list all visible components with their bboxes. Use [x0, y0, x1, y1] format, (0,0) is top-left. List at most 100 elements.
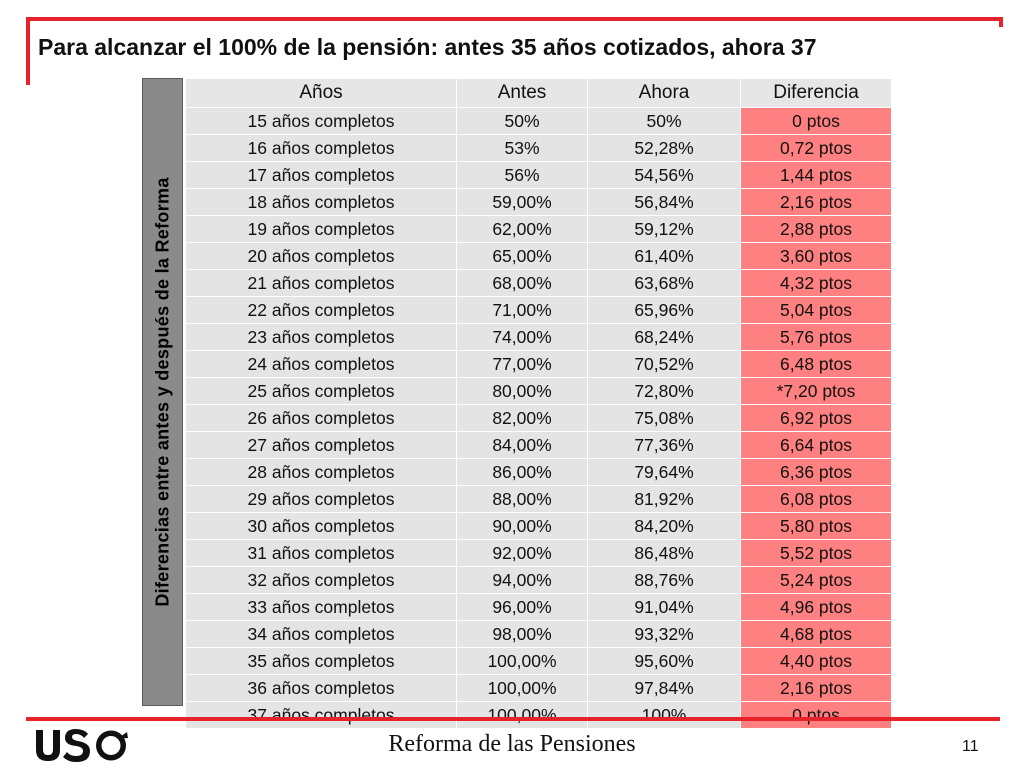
cell-ahora: 68,24%: [587, 323, 741, 351]
cell-diferencia: 0 ptos: [740, 107, 892, 135]
cell-antes: 96,00%: [456, 593, 588, 621]
cell-anos: 33 años completos: [185, 593, 457, 621]
cell-anos: 26 años completos: [185, 404, 457, 432]
cell-diferencia: 1,44 ptos: [740, 161, 892, 189]
cell-diferencia: 5,04 ptos: [740, 296, 892, 324]
top-red-line: [26, 17, 1003, 21]
table-row: 21 años completos 68,00% 63,68% 4,32 ptos: [185, 269, 892, 297]
cell-antes: 77,00%: [456, 350, 588, 378]
cell-antes: 59,00%: [456, 188, 588, 216]
cell-anos: 34 años completos: [185, 620, 457, 648]
table-row: 30 años completos 90,00% 84,20% 5,80 ptos: [185, 512, 892, 540]
cell-antes: 100,00%: [456, 674, 588, 702]
cell-diferencia: 4,32 ptos: [740, 269, 892, 297]
table-row: 18 años completos 59,00% 56,84% 2,16 ptos: [185, 188, 892, 216]
cell-anos: 27 años completos: [185, 431, 457, 459]
cell-ahora: 88,76%: [587, 566, 741, 594]
table-row: 31 años completos 92,00% 86,48% 5,52 ptos: [185, 539, 892, 567]
cell-ahora: 72,80%: [587, 377, 741, 405]
cell-ahora: 75,08%: [587, 404, 741, 432]
table-row: 36 años completos 100,00% 97,84% 2,16 ptos: [185, 674, 892, 702]
top-left-red-tick: [26, 17, 30, 85]
cell-anos: 21 años completos: [185, 269, 457, 297]
cell-anos: 24 años completos: [185, 350, 457, 378]
cell-diferencia: 5,52 ptos: [740, 539, 892, 567]
table-header-row: Años Antes Ahora Diferencia: [185, 78, 892, 108]
cell-antes: 100,00%: [456, 701, 588, 729]
table-row: 28 años completos 86,00% 79,64% 6,36 ptos: [185, 458, 892, 486]
cell-diferencia: 3,60 ptos: [740, 242, 892, 270]
cell-anos: 28 años completos: [185, 458, 457, 486]
table-row: 22 años completos 71,00% 65,96% 5,04 ptos: [185, 296, 892, 324]
cell-antes: 56%: [456, 161, 588, 189]
cell-anos: 15 años completos: [185, 107, 457, 135]
table-body: 15 años completos 50% 50% 0 ptos 16 años com…: [185, 107, 892, 729]
cell-diferencia: 0,72 ptos: [740, 134, 892, 162]
cell-diferencia: 5,24 ptos: [740, 566, 892, 594]
cell-ahora: 86,48%: [587, 539, 741, 567]
cell-anos: 35 años completos: [185, 647, 457, 675]
cell-diferencia: 2,16 ptos: [740, 674, 892, 702]
cell-anos: 31 años completos: [185, 539, 457, 567]
cell-ahora: 91,04%: [587, 593, 741, 621]
cell-antes: 88,00%: [456, 485, 588, 513]
table-row: 25 años completos 80,00% 72,80% *7,20 ptos: [185, 377, 892, 405]
cell-ahora: 59,12%: [587, 215, 741, 243]
cell-ahora: 79,64%: [587, 458, 741, 486]
cell-antes: 71,00%: [456, 296, 588, 324]
cell-antes: 50%: [456, 107, 588, 135]
cell-antes: 68,00%: [456, 269, 588, 297]
table-row: 26 años completos 82,00% 75,08% 6,92 ptos: [185, 404, 892, 432]
cell-diferencia: 6,08 ptos: [740, 485, 892, 513]
cell-antes: 65,00%: [456, 242, 588, 270]
cell-antes: 92,00%: [456, 539, 588, 567]
bottom-red-line: [26, 717, 1000, 721]
cell-diferencia: 6,48 ptos: [740, 350, 892, 378]
top-right-red-tick: [999, 17, 1003, 27]
cell-ahora: 65,96%: [587, 296, 741, 324]
cell-ahora: 77,36%: [587, 431, 741, 459]
cell-diferencia: 6,92 ptos: [740, 404, 892, 432]
table-row: 35 años completos 100,00% 95,60% 4,40 ptos: [185, 647, 892, 675]
cell-ahora: 63,68%: [587, 269, 741, 297]
cell-diferencia: 4,40 ptos: [740, 647, 892, 675]
table-row: 17 años completos 56% 54,56% 1,44 ptos: [185, 161, 892, 189]
footer-title: Reforma de las Pensiones: [388, 731, 636, 757]
cell-anos: 23 años completos: [185, 323, 457, 351]
table-row: 15 años completos 50% 50% 0 ptos: [185, 107, 892, 135]
table-row: 29 años completos 88,00% 81,92% 6,08 ptos: [185, 485, 892, 513]
cell-anos: 29 años completos: [185, 485, 457, 513]
cell-diferencia: 6,64 ptos: [740, 431, 892, 459]
table-row: 24 años completos 77,00% 70,52% 6,48 ptos: [185, 350, 892, 378]
pension-table: Años Antes Ahora Diferencia 15 años comp…: [185, 78, 892, 729]
page-number: 11: [962, 738, 979, 755]
cell-diferencia: 5,80 ptos: [740, 512, 892, 540]
slide-title: Para alcanzar el 100% de la pensión: ant…: [38, 34, 817, 60]
cell-antes: 84,00%: [456, 431, 588, 459]
cell-antes: 82,00%: [456, 404, 588, 432]
header-antes: Antes: [456, 78, 588, 108]
cell-diferencia: 6,36 ptos: [740, 458, 892, 486]
table-row: 16 años completos 53% 52,28% 0,72 ptos: [185, 134, 892, 162]
cell-antes: 90,00%: [456, 512, 588, 540]
side-label-text: Diferencias entre antes y después de la …: [152, 177, 172, 607]
cell-diferencia: 2,88 ptos: [740, 215, 892, 243]
table-row: 32 años completos 94,00% 88,76% 5,24 ptos: [185, 566, 892, 594]
cell-antes: 86,00%: [456, 458, 588, 486]
cell-antes: 100,00%: [456, 647, 588, 675]
uso-logo: [36, 729, 128, 762]
cell-ahora: 54,56%: [587, 161, 741, 189]
header-diferencia: Diferencia: [740, 78, 892, 108]
header-anos: Años: [185, 78, 457, 108]
cell-diferencia: 4,68 ptos: [740, 620, 892, 648]
cell-anos: 30 años completos: [185, 512, 457, 540]
table-row: 19 años completos 62,00% 59,12% 2,88 ptos: [185, 215, 892, 243]
cell-ahora: 70,52%: [587, 350, 741, 378]
cell-antes: 80,00%: [456, 377, 588, 405]
cell-antes: 62,00%: [456, 215, 588, 243]
cell-anos: 32 años completos: [185, 566, 457, 594]
cell-ahora: 97,84%: [587, 674, 741, 702]
cell-ahora: 81,92%: [587, 485, 741, 513]
table-row: 34 años completos 98,00% 93,32% 4,68 ptos: [185, 620, 892, 648]
cell-diferencia: 0 ptos: [740, 701, 892, 729]
